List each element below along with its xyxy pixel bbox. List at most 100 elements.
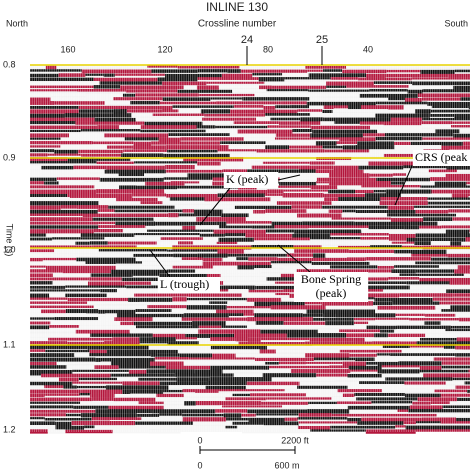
reflector — [412, 81, 470, 86]
reflector — [259, 85, 272, 90]
reflector — [188, 357, 256, 360]
reflector — [410, 289, 447, 294]
reflector — [108, 405, 164, 411]
reflector — [456, 337, 470, 342]
reflector — [80, 233, 135, 237]
reflector — [415, 109, 431, 114]
reflector — [107, 241, 157, 245]
reflector — [334, 121, 360, 124]
reflector — [205, 385, 247, 390]
reflector — [181, 317, 247, 321]
reflector — [437, 221, 465, 226]
reflector — [67, 341, 104, 347]
reflector — [99, 289, 117, 293]
reflector — [440, 393, 470, 397]
reflector — [30, 337, 49, 341]
y-tick-label: 0.9 — [3, 152, 16, 162]
reflector — [71, 421, 135, 426]
reflector — [405, 425, 470, 430]
reflector — [353, 337, 365, 342]
reflector — [312, 345, 338, 348]
reflector — [30, 81, 100, 85]
x-tick-label: 25 — [316, 34, 328, 46]
reflector — [209, 377, 272, 382]
reflector — [90, 333, 153, 337]
reflector — [30, 93, 86, 97]
reflector — [217, 149, 257, 152]
reflector — [260, 337, 310, 341]
reflector — [166, 193, 218, 198]
reflector — [395, 313, 425, 316]
reflector — [30, 77, 94, 82]
reflector — [225, 321, 256, 326]
reflector — [431, 189, 470, 194]
reflector — [226, 305, 271, 309]
reflector — [264, 113, 311, 116]
reflector — [316, 181, 329, 184]
reflector — [30, 233, 47, 237]
reflector — [355, 145, 395, 150]
reflector — [30, 417, 45, 420]
reflector — [421, 121, 453, 125]
reflector — [183, 393, 233, 397]
reflector — [449, 281, 470, 285]
reflector — [374, 297, 433, 302]
reflector — [299, 157, 317, 162]
reflector — [110, 373, 175, 377]
reflector — [391, 241, 415, 244]
reflector — [355, 189, 374, 194]
reflector — [355, 357, 375, 362]
reflector — [430, 401, 450, 404]
reflector — [445, 329, 470, 332]
reflector — [213, 229, 266, 234]
reflector — [209, 201, 277, 205]
reflector — [254, 93, 306, 96]
reflector — [260, 329, 318, 334]
reflector — [284, 389, 338, 394]
reflector — [331, 201, 380, 205]
reflector — [306, 361, 343, 364]
reflector — [243, 137, 275, 141]
reflector — [372, 341, 400, 346]
reflector — [315, 141, 337, 146]
reflector — [58, 181, 85, 185]
reflector — [409, 345, 444, 348]
reflector — [468, 105, 470, 110]
reflector — [281, 101, 307, 105]
reflector — [451, 193, 469, 198]
reflector — [159, 273, 207, 278]
reflector — [331, 413, 370, 417]
reflector — [156, 393, 184, 398]
reflector — [245, 233, 293, 238]
reflector — [350, 369, 378, 372]
reflector — [448, 209, 470, 213]
reflector — [289, 145, 323, 149]
annotation: K (peak) — [226, 172, 268, 186]
reflector — [30, 169, 90, 174]
reflector — [182, 417, 227, 422]
reflector — [455, 345, 470, 350]
reflector — [417, 93, 470, 98]
reflector — [316, 373, 348, 377]
reflector — [399, 293, 454, 297]
reflector — [30, 333, 91, 337]
reflector — [417, 397, 458, 402]
reflector — [435, 129, 460, 134]
reflector — [409, 285, 459, 290]
reflector — [228, 289, 249, 294]
reflector — [442, 405, 470, 409]
south-label: South — [444, 18, 468, 28]
reflector — [297, 385, 348, 389]
reflector — [396, 325, 451, 329]
reflector — [322, 97, 389, 101]
reflector — [263, 105, 276, 110]
reflector — [46, 233, 81, 238]
reflector — [364, 337, 421, 340]
reflector — [271, 85, 327, 89]
reflector — [286, 253, 313, 257]
reflector — [180, 429, 242, 432]
reflector — [421, 417, 456, 422]
reflector — [218, 237, 254, 243]
reflector — [320, 121, 335, 126]
reflector — [254, 313, 303, 318]
